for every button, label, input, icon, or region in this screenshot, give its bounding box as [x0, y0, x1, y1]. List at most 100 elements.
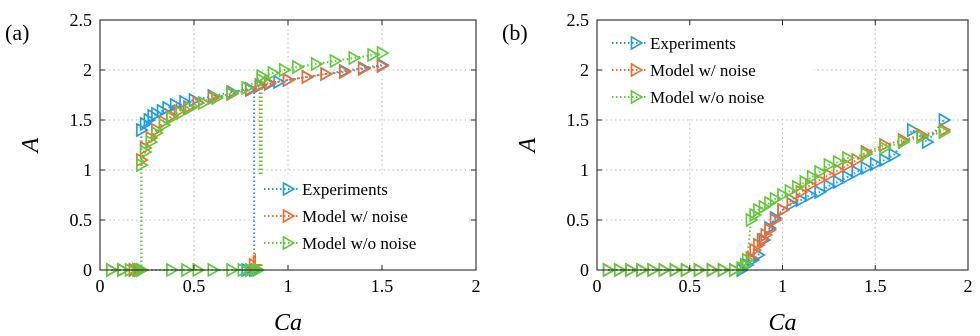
data-point-marker [805, 187, 818, 203]
legend-entry-label: Model w/o noise [302, 234, 416, 253]
data-point-marker [749, 207, 763, 223]
data-point-marker [777, 187, 791, 203]
data-point-marker [799, 174, 813, 190]
data-point-marker [173, 103, 187, 119]
legend-entry-label: Experiments [302, 180, 388, 199]
y-tick-label: 0 [580, 260, 589, 280]
data-point-marker [139, 116, 153, 132]
legend-marker [282, 208, 296, 224]
y-tick-label: 2 [580, 60, 589, 80]
data-point-marker [851, 164, 865, 180]
legend-marker [630, 35, 644, 51]
legend-box [256, 174, 466, 264]
legend-marker [282, 181, 296, 197]
data-point-marker [784, 183, 798, 199]
data-point-marker [832, 174, 846, 190]
x-tick-label: 0.5 [679, 276, 702, 296]
x-tick-label: 1.5 [864, 276, 887, 296]
data-point-marker [938, 124, 952, 140]
data-point-marker [823, 157, 837, 173]
data-point-marker [256, 72, 270, 88]
data-point-marker [254, 77, 268, 93]
data-point-marker [207, 90, 221, 106]
y-tick-label: 0.5 [567, 210, 590, 230]
panel-a: 0 0.5 1 1.5 2 0 0.5 1 1.5 2 2.5 Ca A (a) Experiments Mo… [5, 10, 481, 336]
data-point-marker [869, 156, 883, 172]
data-point-marker [823, 178, 837, 194]
x-tick-label: 0 [96, 276, 105, 296]
data-point-marker [842, 150, 856, 166]
data-point-marker [851, 152, 865, 168]
x-axis-label: Ca [274, 310, 302, 336]
legend-entry-label: Model w/o noise [650, 88, 764, 107]
data-point-marker [860, 160, 874, 176]
series-line [140, 64, 383, 131]
data-point-marker [367, 47, 381, 63]
data-point-marker [897, 134, 911, 150]
data-point-marker [278, 62, 292, 78]
data-point-marker [907, 122, 920, 138]
data-point-marker [348, 50, 362, 66]
data-point-marker [741, 252, 755, 268]
legend: Experiments Model w/ noise Model w/o noise [604, 28, 814, 118]
data-point-marker [888, 147, 902, 163]
panel-label: (a) [5, 20, 29, 45]
data-point-marker [860, 146, 874, 162]
data-point-marker [795, 184, 809, 200]
x-tick-label: 2 [964, 276, 973, 296]
y-axis-label: A [18, 137, 44, 154]
y-tick-label: 0.5 [70, 210, 93, 230]
data-point-marker [226, 85, 240, 101]
y-tick-label: 1.5 [567, 110, 590, 130]
data-point-marker [823, 167, 837, 183]
y-tick-label: 1.5 [70, 110, 93, 130]
panel-label: (b) [502, 20, 528, 45]
data-point-marker [241, 80, 255, 96]
data-point-marker [143, 112, 157, 128]
data-point-marker [777, 202, 791, 218]
data-point-marker [339, 64, 353, 80]
data-point-marker [769, 212, 783, 228]
data-point-marker [175, 105, 189, 121]
y-axis-label: A [515, 137, 541, 154]
data-point-marker [753, 237, 766, 253]
legend-entry-label: Model w/ noise [302, 207, 408, 226]
data-point-marker [357, 61, 371, 77]
x-tick-label: 1 [778, 276, 787, 296]
y-tick-label: 2.5 [567, 10, 590, 30]
data-point-marker [921, 134, 935, 150]
data-point-marker [814, 164, 828, 180]
data-point-marker [832, 154, 846, 170]
y-tick-label: 0 [83, 260, 92, 280]
x-tick-label: 1.5 [371, 276, 394, 296]
legend-box [604, 28, 814, 118]
data-point-marker [267, 65, 281, 81]
legend-entry-label: Model w/ noise [650, 61, 756, 80]
data-point-marker [879, 152, 893, 168]
data-point-marker [292, 59, 306, 75]
data-point-marker [329, 53, 343, 69]
y-tick-label: 2.5 [70, 10, 93, 30]
data-point-marker [814, 172, 828, 188]
data-point-marker [282, 72, 296, 88]
data-point-marker [938, 112, 952, 128]
data-point-marker [263, 75, 277, 91]
legend-marker [282, 235, 296, 251]
series-model-w-o-noise [602, 124, 952, 278]
y-tick-label: 1 [83, 160, 92, 180]
data-point-marker [211, 90, 225, 106]
legend-marker [630, 89, 644, 105]
y-tick-label: 2 [83, 60, 92, 80]
data-point-marker [158, 117, 172, 133]
data-point-marker [136, 122, 149, 138]
x-tick-label: 2 [472, 276, 481, 296]
data-point-marker [136, 157, 149, 173]
data-point-marker [184, 100, 198, 116]
legend-marker [630, 62, 644, 78]
data-point-marker [151, 125, 165, 141]
data-point-marker [842, 157, 856, 173]
data-point-marker [749, 242, 763, 258]
data-point-marker [760, 227, 774, 243]
data-point-marker [310, 56, 324, 72]
x-tick-label: 0.5 [183, 276, 206, 296]
